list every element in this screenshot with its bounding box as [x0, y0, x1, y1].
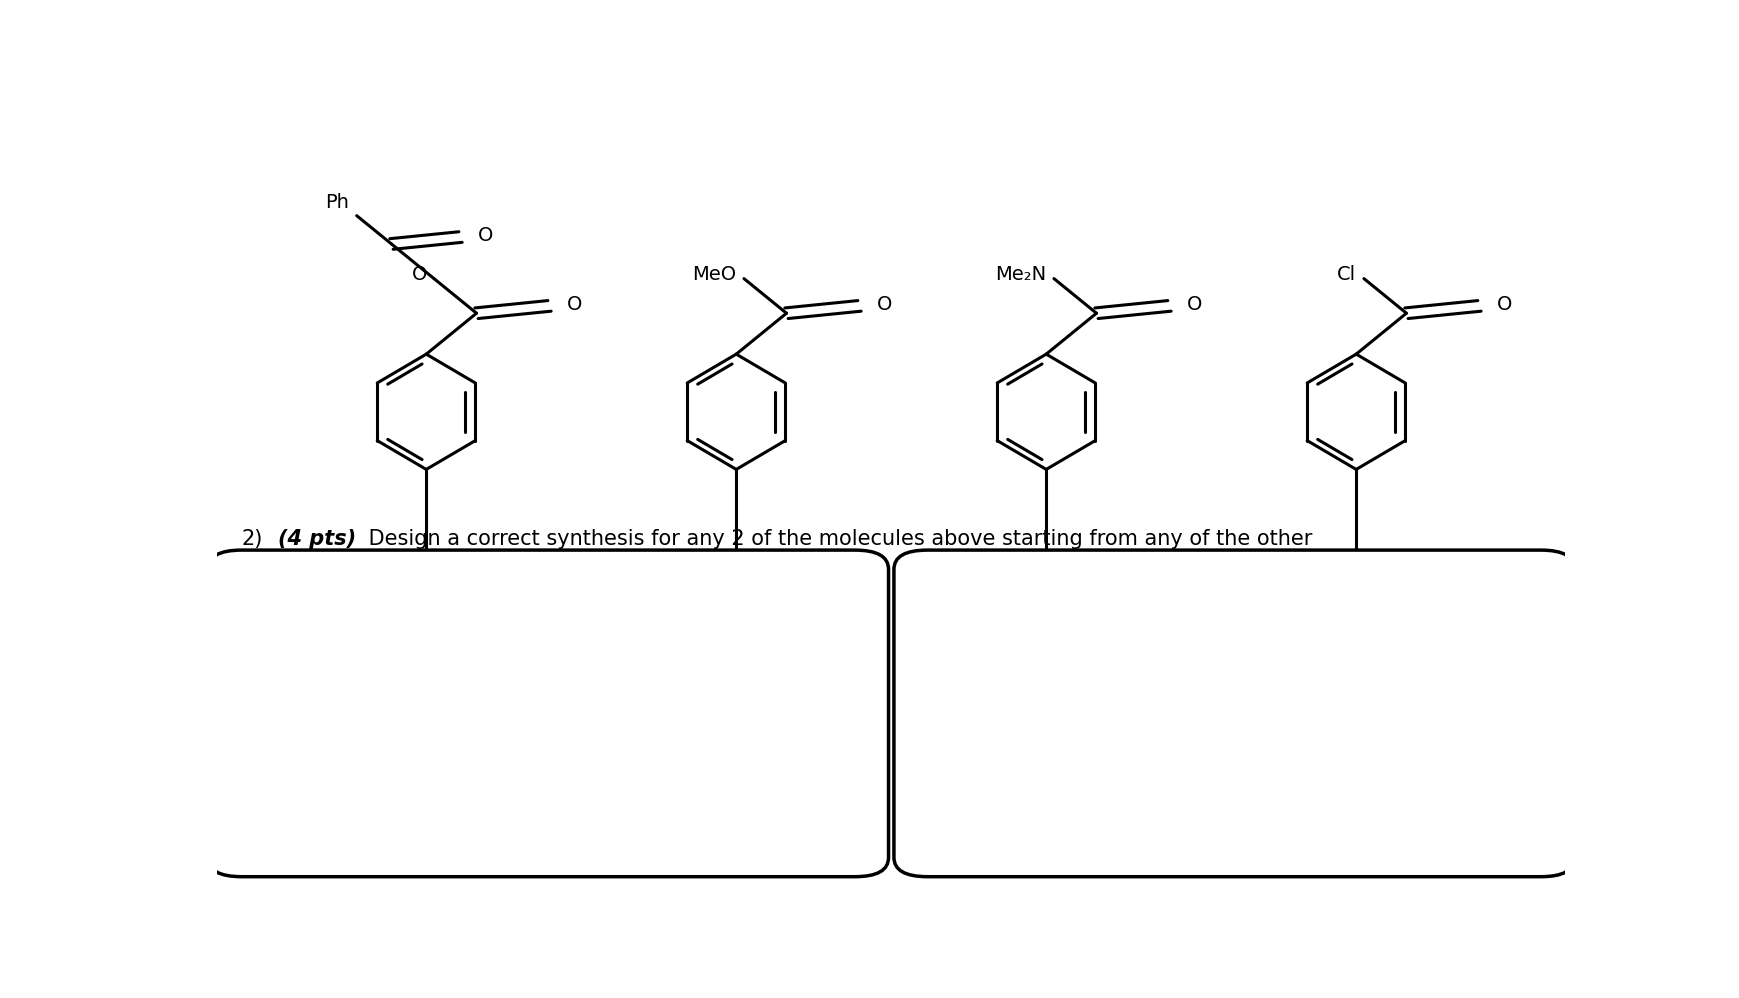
Ellipse shape	[1313, 571, 1421, 659]
Text: O: O	[1497, 294, 1513, 313]
Text: O: O	[412, 265, 428, 284]
Ellipse shape	[372, 568, 480, 656]
Ellipse shape	[993, 568, 1101, 656]
Text: Me₂N: Me₂N	[995, 265, 1045, 284]
Text: Design a correct synthesis for any 2 of the molecules above starting from any of: Design a correct synthesis for any 2 of …	[362, 529, 1311, 549]
Text: molecules above.: molecules above.	[346, 566, 530, 586]
Text: O: O	[478, 226, 494, 245]
Text: O: O	[876, 294, 892, 313]
Text: O: O	[567, 294, 583, 313]
Text: (4 pts): (4 pts)	[278, 529, 356, 549]
Text: O: O	[1188, 294, 1202, 313]
Ellipse shape	[383, 571, 490, 659]
Text: Ph: Ph	[325, 193, 348, 212]
FancyBboxPatch shape	[894, 550, 1574, 876]
Text: Cl: Cl	[1337, 265, 1356, 284]
Text: MeO: MeO	[692, 265, 736, 284]
Ellipse shape	[682, 568, 790, 656]
Ellipse shape	[1003, 571, 1111, 659]
FancyBboxPatch shape	[209, 550, 889, 876]
Text: 2): 2)	[242, 529, 263, 549]
Ellipse shape	[694, 571, 802, 659]
Ellipse shape	[1303, 568, 1410, 656]
